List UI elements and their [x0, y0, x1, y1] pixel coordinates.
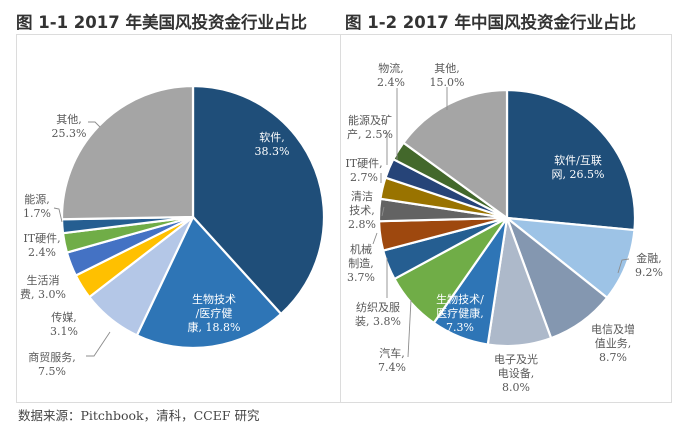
china-label-s9: IT硬件, 2.7%	[345, 157, 382, 184]
us-leader-other	[88, 121, 101, 128]
china-label-s7: 机械制造, 3.7%	[347, 242, 375, 284]
us-label-s5: IT硬件, 2.4%	[23, 232, 60, 259]
china-label-s2: 电信及增值业务, 8.7%	[591, 322, 635, 364]
us-label-s2: 商贸服务, 7.5%	[28, 350, 76, 378]
us-slice-1	[135, 215, 283, 350]
pie-china	[377, 88, 637, 348]
slice-labels: 软件, 38.3% 生物技术/医疗健康, 18.8% 商贸服务, 7.5% 传媒, 3.1%…	[20, 61, 663, 394]
leader-lines	[53, 87, 630, 358]
china-label-s4: 生物技术/医疗健康, 7.3%	[436, 292, 484, 334]
us-label-s6: 能源, 1.7%	[23, 192, 51, 220]
chart-frame-us	[16, 34, 340, 403]
china-label-s0: 软件/互联网, 26.5%	[552, 153, 605, 181]
us-leader-trade	[86, 331, 111, 357]
china-slice-12	[402, 88, 509, 220]
us-label-s3: 传媒, 3.1%	[50, 311, 78, 338]
us-label-s0: 软件, 38.3%	[255, 130, 290, 158]
us-label-s7: 其他, 25.3%	[52, 113, 87, 140]
pie-us	[60, 84, 326, 350]
china-leader-finance	[617, 258, 630, 274]
china-leader-auto	[407, 299, 412, 358]
chart-frame-china	[340, 34, 672, 403]
china-leader-clean	[381, 206, 385, 217]
china-leader-machine	[372, 232, 378, 245]
china-label-s11: 物流, 2.4%	[377, 61, 405, 89]
china-label-s12: 其他, 15.0%	[430, 62, 465, 89]
china-label-s10: 能源及矿产, 2.5%	[347, 113, 393, 141]
data-source-note: 数据来源：Pitchbook，清科，CCEF 研究	[18, 408, 260, 423]
china-label-s1: 金融, 9.2%	[635, 251, 663, 279]
us-slice-7	[60, 84, 195, 221]
china-label-s6: 纺织及服装, 3.8%	[355, 300, 401, 328]
us-label-s1: 生物技术/医疗健康, 18.8%	[188, 292, 241, 334]
china-label-s3: 电子及光电设备, 8.0%	[494, 352, 538, 394]
chart-title-china: 图 1-2 2017 年中国风投资金行业占比	[345, 13, 636, 32]
china-label-s8: 清洁技术, 2.8%	[348, 190, 376, 231]
us-leader-energy	[53, 207, 63, 223]
us-slice-0	[191, 84, 326, 316]
chart-title-us: 图 1-1 2017 年美国风投资金行业占比	[16, 13, 307, 32]
us-label-s4: 生活消费, 3.0%	[20, 273, 66, 301]
china-label-s5: 汽车, 7.4%	[378, 346, 406, 374]
china-leader-energy	[385, 132, 388, 165]
china-slice-0	[505, 88, 637, 232]
